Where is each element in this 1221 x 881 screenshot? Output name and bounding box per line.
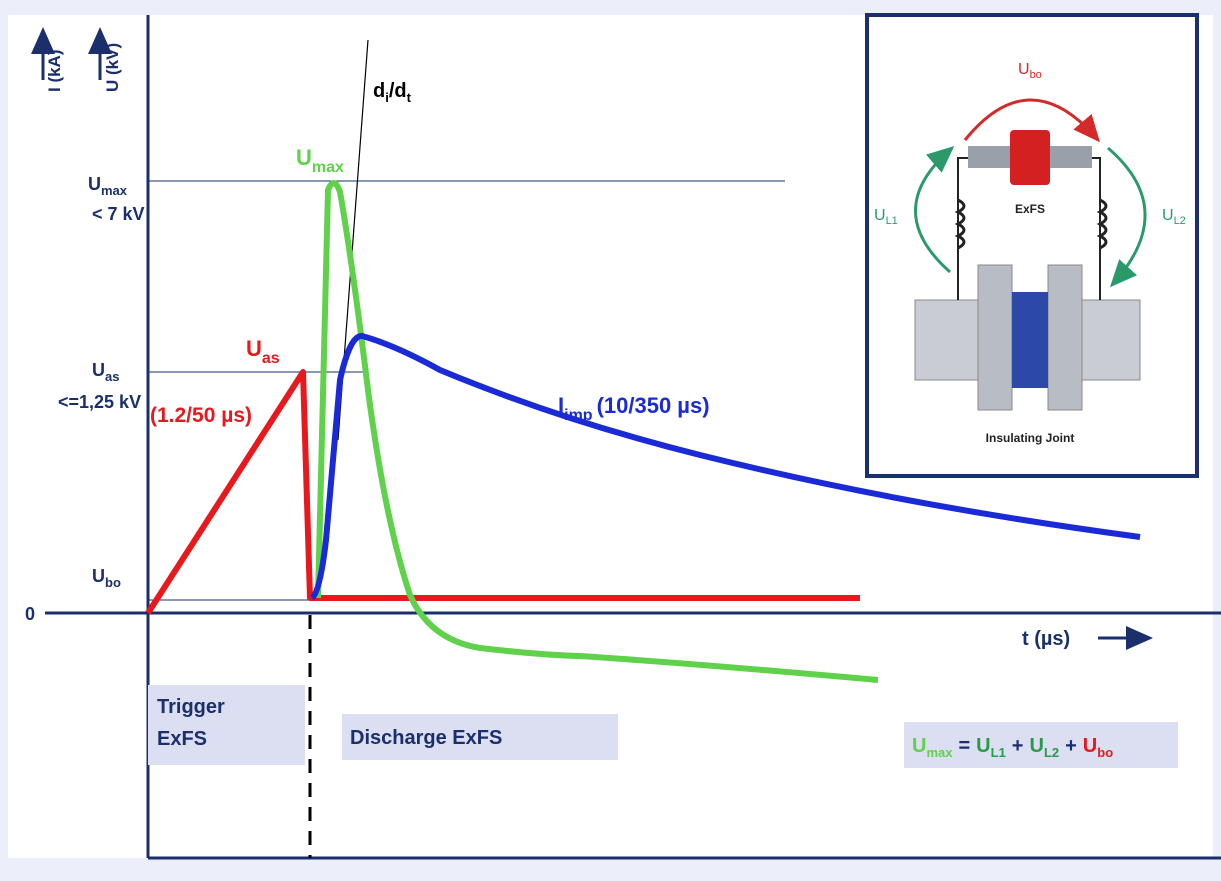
diagram: I (kA) U (kV) 0 t (µs) Umax < 7 kV Uas <… — [0, 0, 1221, 881]
inset — [867, 15, 1197, 476]
inset-device: ExFS — [1015, 202, 1045, 216]
origin-label: 0 — [25, 604, 35, 624]
phase-label: ExFS — [157, 728, 207, 750]
voltage-label: U (kV) — [103, 43, 122, 92]
level-note: < 7 kV — [92, 204, 145, 224]
page: { "axis": {"current_label": "I (kA)", "v… — [0, 0, 1221, 881]
didt-label: di/dt — [373, 80, 412, 105]
phase-label: Discharge ExFS — [350, 727, 502, 749]
phase-label: Trigger — [157, 696, 225, 718]
current-label: I (kA) — [45, 50, 64, 93]
uas-note: (1.2/50 µs) — [150, 404, 252, 427]
inset-joint: Insulating Joint — [986, 431, 1075, 445]
level-note: <=1,25 kV — [58, 392, 141, 412]
time-label: t (µs) — [1022, 628, 1070, 650]
